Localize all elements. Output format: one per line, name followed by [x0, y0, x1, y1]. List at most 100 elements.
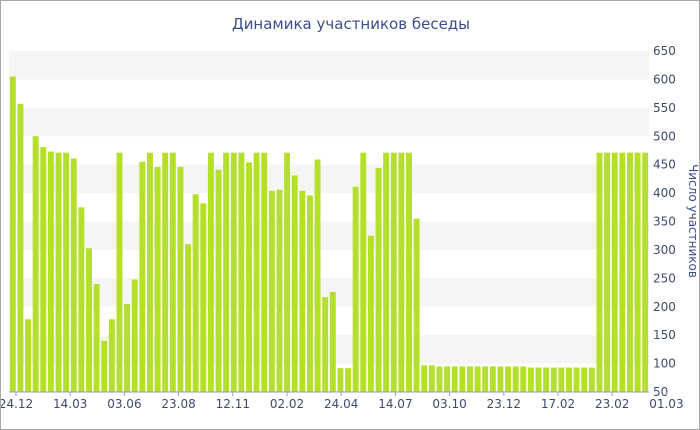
y-tick-label: 400 [653, 186, 676, 200]
bar[interactable] [520, 366, 527, 392]
bar[interactable] [596, 152, 603, 392]
grid-band [9, 221, 649, 250]
bar[interactable] [611, 152, 618, 392]
bar[interactable] [268, 190, 275, 392]
y-tick-label: 250 [653, 271, 676, 285]
bar[interactable] [25, 319, 32, 392]
bar[interactable] [207, 152, 214, 392]
bar[interactable] [421, 365, 428, 392]
bar[interactable] [63, 152, 70, 392]
bar[interactable] [124, 303, 131, 392]
bar[interactable] [291, 175, 298, 392]
bar[interactable] [329, 291, 336, 392]
bar[interactable] [360, 152, 367, 392]
bar[interactable] [246, 162, 252, 392]
bar[interactable] [154, 166, 161, 392]
bar[interactable] [466, 366, 473, 392]
bar[interactable] [101, 340, 108, 392]
bar[interactable] [573, 367, 580, 392]
bar[interactable] [497, 366, 504, 392]
bar[interactable] [489, 366, 496, 392]
bar[interactable] [550, 367, 557, 392]
bar[interactable] [558, 367, 565, 392]
bar[interactable] [47, 151, 54, 392]
bar[interactable] [581, 367, 588, 392]
x-tick-label: 24.12 [1, 397, 33, 411]
bar[interactable] [314, 159, 321, 392]
y-axis-label: Число участников [686, 164, 699, 278]
bar[interactable] [604, 152, 611, 392]
bar[interactable] [398, 152, 405, 392]
bar[interactable] [444, 366, 451, 392]
y-tick-label: 200 [653, 300, 676, 314]
bar[interactable] [474, 366, 481, 392]
bar[interactable] [512, 366, 519, 392]
bar[interactable] [9, 76, 16, 392]
bar[interactable] [390, 152, 397, 392]
bar[interactable] [642, 152, 649, 392]
x-tick-label: 03.10 [432, 397, 466, 411]
bar[interactable] [70, 158, 77, 392]
bar[interactable] [406, 152, 412, 392]
bar[interactable] [40, 147, 47, 392]
bar[interactable] [146, 152, 153, 392]
bar[interactable] [505, 366, 512, 392]
bar[interactable] [162, 152, 169, 392]
bar[interactable] [215, 169, 222, 392]
bar[interactable] [131, 279, 138, 392]
bar[interactable] [436, 366, 443, 392]
bar[interactable] [86, 248, 92, 392]
bar[interactable] [626, 152, 633, 392]
bar[interactable] [375, 168, 382, 392]
bar[interactable] [238, 152, 245, 392]
bar[interactable] [177, 166, 184, 392]
bar[interactable] [352, 186, 359, 392]
bar[interactable] [482, 366, 489, 392]
bar[interactable] [32, 136, 39, 392]
bar[interactable] [139, 161, 146, 392]
y-tick-label: 150 [653, 328, 676, 342]
bar[interactable] [93, 284, 100, 392]
bar[interactable] [261, 152, 268, 392]
bar[interactable] [299, 190, 306, 392]
bar[interactable] [223, 152, 230, 392]
bar[interactable] [527, 367, 534, 392]
bar[interactable] [284, 152, 291, 392]
bar[interactable] [169, 152, 176, 392]
bar[interactable] [383, 152, 390, 392]
bar[interactable] [367, 235, 374, 392]
bar[interactable] [535, 367, 542, 392]
bar[interactable] [17, 103, 24, 393]
bar[interactable] [413, 218, 420, 392]
bar[interactable] [230, 152, 237, 392]
bar[interactable] [459, 366, 466, 392]
bar[interactable] [322, 297, 329, 392]
bar[interactable] [108, 319, 115, 392]
bar[interactable] [588, 367, 595, 392]
bar[interactable] [543, 367, 550, 392]
y-tick-label: 450 [653, 158, 676, 172]
bar[interactable] [634, 152, 641, 392]
bar[interactable] [192, 194, 199, 392]
bar[interactable] [200, 203, 207, 392]
bar[interactable] [116, 152, 123, 392]
bar[interactable] [306, 195, 313, 392]
bar[interactable] [337, 368, 344, 392]
y-tick-label: 350 [653, 215, 676, 229]
bar[interactable] [566, 367, 572, 392]
plot-bands [9, 51, 649, 364]
bar[interactable] [185, 244, 192, 392]
bar[interactable] [451, 366, 458, 392]
x-tick-label: 02.02 [270, 397, 304, 411]
bar[interactable] [276, 189, 283, 392]
bar[interactable] [619, 152, 626, 392]
y-tick-label: 650 [653, 44, 676, 58]
bar[interactable] [253, 152, 260, 392]
bar[interactable] [345, 368, 352, 392]
y-tick-label: 300 [653, 243, 676, 257]
x-tick-label: 12.11 [216, 397, 250, 411]
grid-band [9, 164, 649, 194]
bar[interactable] [78, 207, 85, 392]
bar[interactable] [55, 152, 62, 392]
bar[interactable] [428, 365, 435, 392]
